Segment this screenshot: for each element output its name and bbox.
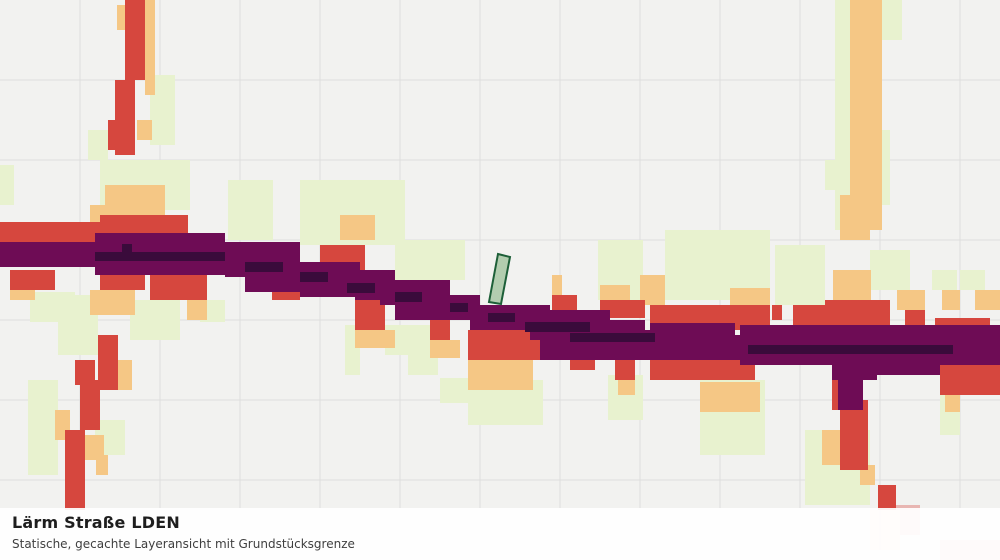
map-caption: Lärm Straße LDEN Statische, gecachte Lay… bbox=[0, 508, 1000, 560]
layer-subtitle: Statische, gecachte Layeransicht mit Gru… bbox=[12, 537, 355, 551]
noise-zone-highest bbox=[95, 244, 953, 354]
parcel-boundary[interactable] bbox=[487, 252, 512, 306]
layer-title: Lärm Straße LDEN bbox=[12, 513, 180, 532]
noise-zone-low bbox=[10, 0, 1000, 485]
